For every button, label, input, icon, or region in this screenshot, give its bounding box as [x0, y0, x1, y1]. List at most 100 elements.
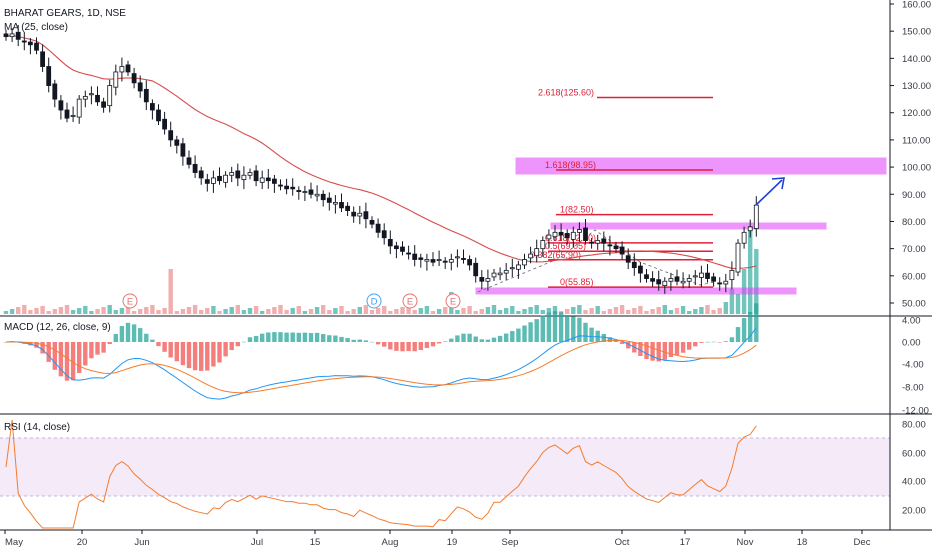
candle-body	[119, 66, 125, 73]
macd-histogram-bar	[558, 312, 564, 342]
volume-bar	[626, 310, 631, 314]
candle-body	[296, 190, 302, 192]
macd-histogram-bar	[186, 342, 192, 369]
volume-bar	[58, 307, 64, 314]
macd-histogram-bar	[162, 342, 167, 352]
macd-histogram-bar	[711, 341, 716, 343]
candle-body	[674, 276, 680, 282]
candle-body	[357, 212, 363, 217]
macd-histogram-bar	[302, 332, 308, 342]
price-tick-label: 100.00	[902, 163, 931, 174]
macd-histogram-bar	[247, 337, 253, 342]
candle-body	[76, 98, 82, 118]
candle-body	[210, 177, 216, 184]
volume-bar	[534, 305, 539, 314]
chart-title: BHARAT GEARS, 1D, NSE	[4, 8, 126, 19]
candle-body	[27, 41, 33, 46]
macd-histogram-bar	[64, 342, 70, 381]
macd-histogram-bar	[467, 333, 472, 342]
macd-histogram-bar	[723, 341, 728, 342]
macd-histogram-bar	[388, 342, 393, 350]
volume-bar	[357, 307, 362, 314]
candle-body	[619, 246, 625, 255]
candle-body	[125, 64, 131, 73]
macd-histogram-bar	[156, 342, 161, 347]
candle-body	[723, 280, 729, 285]
macd-histogram-bar	[418, 342, 423, 351]
volume-bar	[34, 308, 39, 314]
volume-bar	[510, 306, 515, 314]
volume-bar	[680, 306, 686, 314]
candle-body	[284, 185, 290, 190]
macd-histogram-bar	[577, 317, 582, 342]
candle-body	[577, 229, 582, 233]
rsi-label: RSI (14, close)	[4, 422, 70, 433]
candle-body	[174, 139, 180, 146]
macd-histogram-bar	[680, 342, 686, 353]
candle-body	[320, 193, 326, 201]
macd-histogram-bar	[296, 332, 301, 342]
candle-body	[229, 172, 235, 176]
candle-body	[418, 257, 424, 260]
volume-bar	[674, 308, 680, 314]
price-tick-label: 50.00	[902, 299, 926, 310]
candle-body	[393, 245, 399, 250]
volume-bar	[436, 309, 442, 314]
volume-bar	[83, 306, 88, 314]
volume-bar	[632, 308, 637, 314]
candle-body	[516, 264, 521, 270]
candle-body	[223, 174, 229, 183]
candle-body	[631, 261, 637, 269]
candle-body	[424, 259, 430, 262]
fib-level-label: 1.618(98.95)	[545, 160, 596, 170]
volume-bar	[345, 311, 350, 314]
macd-histogram-bar	[217, 342, 222, 363]
macd-histogram-bar	[693, 342, 698, 347]
event-marker-label: E	[407, 297, 413, 308]
candle-body	[381, 230, 387, 239]
candle-body	[162, 118, 168, 130]
volume-bar	[693, 309, 698, 314]
volume-bar	[754, 249, 759, 314]
macd-histogram-bar	[607, 337, 613, 342]
volume-bar	[528, 307, 533, 314]
macd-histogram-bar	[497, 335, 503, 342]
time-tick-label: Jun	[134, 537, 149, 548]
volume-bar	[418, 308, 423, 314]
volume-bar	[619, 305, 625, 314]
macd-histogram-bar	[107, 342, 112, 345]
volume-bar	[247, 308, 253, 314]
candle-body	[308, 189, 314, 195]
volume-bar	[729, 289, 735, 314]
macd-tick-label: 0.00	[902, 338, 921, 349]
macd-histogram-bar	[260, 333, 265, 342]
volume-bar	[125, 306, 131, 314]
candle-body	[607, 244, 613, 247]
macd-histogram-bar	[619, 342, 625, 344]
volume-bar	[613, 307, 619, 314]
macd-histogram-bar	[735, 327, 741, 342]
volume-bar	[89, 311, 94, 314]
macd-histogram-bar	[211, 342, 216, 367]
candle-body	[552, 231, 558, 238]
macd-histogram-bar	[455, 335, 460, 342]
macd-histogram-bar	[290, 332, 295, 342]
macd-histogram-bar	[741, 318, 747, 342]
candle-body	[436, 259, 442, 261]
macd-histogram-bar	[77, 342, 82, 373]
volume-bar	[64, 305, 70, 314]
macd-histogram-bar	[424, 342, 430, 349]
candle-body	[753, 204, 759, 229]
volume-bar	[638, 306, 643, 314]
macd-histogram-bar	[430, 342, 436, 347]
candle-body	[680, 280, 686, 284]
price-tick-label: 160.00	[902, 0, 931, 11]
macd-histogram-bar	[412, 342, 417, 352]
candle-body	[241, 174, 247, 180]
time-tick-label: 19	[447, 537, 458, 548]
volume-bar	[327, 310, 332, 314]
macd-histogram-bar	[180, 342, 186, 366]
candle-body	[546, 234, 552, 240]
macd-histogram-bar	[52, 342, 57, 370]
macd-histogram-bar	[674, 342, 680, 355]
